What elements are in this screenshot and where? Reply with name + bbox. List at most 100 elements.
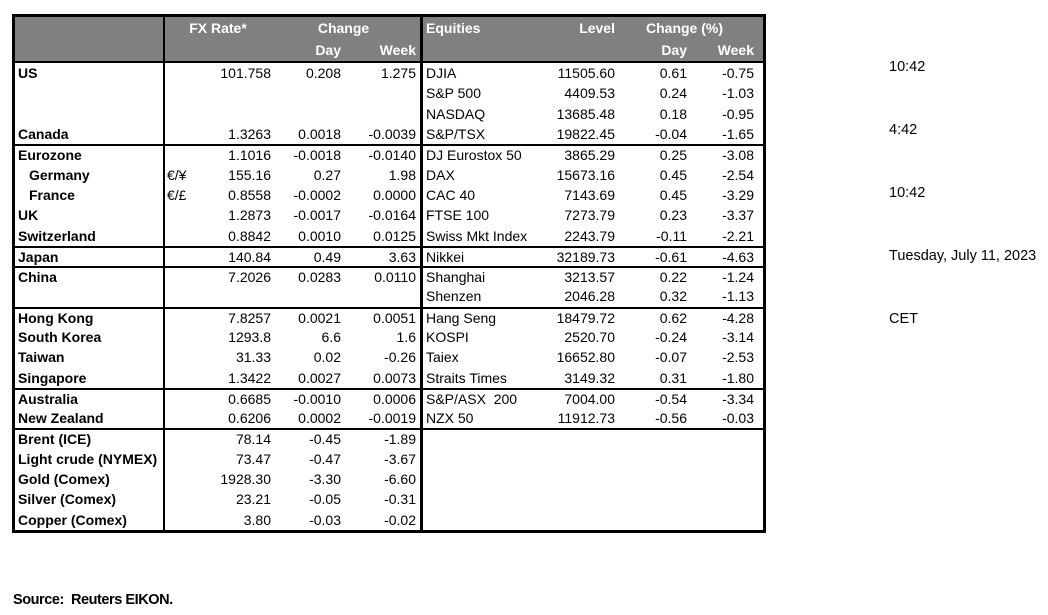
fx-pair-cell <box>165 104 197 124</box>
fx-pair-cell <box>165 510 197 530</box>
eq-day-cell <box>615 430 687 448</box>
fx-week-cell: 0.0125 <box>341 225 423 246</box>
fx-week-cell: -0.26 <box>341 347 423 368</box>
table-row: South Korea 1293.8 6.6 1.6 KOSPI 2520.70 -0.24… <box>15 326 763 348</box>
eq-day-cell: 0.62 <box>659 309 687 326</box>
eq-week-cell: -3.37 <box>722 207 754 224</box>
fx-week-cell <box>341 83 423 104</box>
eq-day-cell: 0.31 <box>659 369 687 386</box>
table-row: Australia 0.6685 -0.0010 0.0006 S&P/ASX 200 7… <box>15 387 763 409</box>
fx-week-cell: -0.0019 <box>341 408 423 429</box>
eq-week-cell: -3.14 <box>722 329 754 345</box>
fx-name-cell: Gold (Comex) <box>15 468 165 490</box>
eq-day-cell: -0.56 <box>655 410 687 427</box>
eq-week-cell: -3.08 <box>722 147 754 164</box>
fx-name-cell <box>15 103 165 124</box>
fx-name-cell: Canada <box>15 123 165 145</box>
table-row: Hong Kong 7.8257 0.0021 0.0051 Hang Seng 1847… <box>15 306 763 327</box>
table-row: Germany €/¥ 155.16 0.27 1.98 DAX 15673.16 0.45 -… <box>15 164 763 185</box>
eq-week-cell <box>687 469 758 489</box>
eq-level-cell: 11505.60 <box>557 65 615 82</box>
fx-name-cell: Light crude (NYMEX) <box>15 448 165 469</box>
eq-level-cell: 3865.29 <box>564 147 615 164</box>
fx-week-cell: -1.89 <box>341 430 423 449</box>
fx-week-cell: 1.6 <box>341 326 423 348</box>
table-row: UK 1.2873 -0.0017 -0.0164 FTSE 100 7273.79 0.2… <box>15 205 763 226</box>
fx-name-cell: Taiwan <box>15 347 165 368</box>
eq-level-cell: 13685.48 <box>556 105 615 122</box>
fx-day-cell: 0.0002 <box>298 410 341 427</box>
eq-day-cell: 0.23 <box>659 207 687 224</box>
table-row: Silver (Comex) 23.21 -0.05 -0.31 <box>15 489 763 510</box>
table-row: New Zealand 0.6206 0.0002 -0.0019 NZX 50 1191… <box>15 408 763 429</box>
fx-name-cell: New Zealand <box>15 408 165 429</box>
eq-name-cell: DJIA <box>426 65 457 82</box>
table-row: Brent (ICE) 78.14 -0.45 -1.89 <box>15 428 763 449</box>
eq-level-cell <box>535 510 615 530</box>
footnotes: Source: Reuters EIKON. * FX Rate for USD… <box>13 548 706 615</box>
time-tertiary: 10:42 <box>889 185 926 201</box>
eq-name-cell <box>423 469 535 489</box>
fx-day-cell: 0.0027 <box>298 369 341 386</box>
fx-rate-cell: 7.8257 <box>228 309 271 326</box>
fx-day-cell: 0.208 <box>305 65 341 82</box>
fx-day-cell: 0.0283 <box>298 269 341 286</box>
fx-name-cell: US <box>15 63 165 84</box>
eq-day-cell <box>615 469 687 489</box>
eq-level-cell: 4409.53 <box>564 85 615 102</box>
fx-rate-cell <box>197 104 271 124</box>
fx-week-cell: -6.60 <box>341 468 423 490</box>
fx-week-cell: 3.63 <box>341 247 423 266</box>
fx-rate-cell: 1.2873 <box>228 207 271 224</box>
fx-pair-cell <box>165 390 197 408</box>
eq-week-cell: -0.75 <box>722 65 754 82</box>
eq-name-cell: DAX <box>426 166 455 183</box>
fx-pair-cell <box>165 469 197 489</box>
eq-week-cell: -1.24 <box>722 269 754 286</box>
fx-rate-cell: 140.84 <box>228 248 271 265</box>
table-row: Shenzen 2046.28 0.32 -1.13 <box>15 286 763 307</box>
fx-name-cell: Hong Kong <box>15 308 165 327</box>
eq-day-cell: 0.25 <box>659 147 687 164</box>
fx-name-cell <box>15 286 165 307</box>
eq-level-cell: 2520.70 <box>564 329 615 345</box>
eq-level-cell: 2243.79 <box>564 227 615 244</box>
fx-name-cell: Switzerland <box>15 225 165 246</box>
fx-day-cell: -0.0017 <box>293 207 341 224</box>
fx-day-cell: -0.45 <box>309 431 341 448</box>
fx-week-cell: 1.98 <box>341 164 423 185</box>
time-secondary: 4:42 <box>889 122 918 138</box>
fx-rate-cell: 155.16 <box>228 166 271 183</box>
eq-name-cell: S&P 500 <box>426 85 482 102</box>
eq-week-cell: -0.95 <box>722 105 754 122</box>
eq-day-cell: 0.24 <box>659 85 687 102</box>
fx-pair-cell <box>165 367 197 387</box>
fx-week-header: Week <box>341 39 423 61</box>
fx-change-header: Change <box>271 17 423 39</box>
fx-pair-cell <box>165 83 197 103</box>
eq-name-cell: Shanghai <box>426 269 486 286</box>
eq-day-cell: -0.24 <box>655 329 687 345</box>
fx-rate-cell: 1928.30 <box>220 471 271 488</box>
header-name-spacer <box>15 17 165 39</box>
eq-week-cell: -3.29 <box>722 186 754 203</box>
header-rate-spacer <box>165 39 271 61</box>
fx-week-cell: -0.0140 <box>341 146 423 165</box>
header-row-1: FX Rate* Change Equities Level Change (%… <box>15 17 763 39</box>
eq-name-cell <box>423 449 535 469</box>
fx-rate-cell: 31.33 <box>235 349 271 366</box>
fx-day-cell: 0.02 <box>313 349 341 366</box>
eq-level-cell <box>535 449 615 469</box>
fx-week-cell: 0.0110 <box>341 267 423 287</box>
eq-day-cell: 0.18 <box>659 105 687 122</box>
eq-week-cell: -4.28 <box>722 309 754 326</box>
eq-name-cell: KOSPI <box>426 329 469 345</box>
fx-rate-cell <box>197 83 271 103</box>
fx-pair-cell <box>165 449 197 469</box>
fx-pair-cell <box>165 286 197 306</box>
eq-name-cell: S&P/ASX 200 <box>426 390 518 407</box>
fx-pair-cell: €/¥ <box>167 166 187 183</box>
fx-day-cell: 6.6 <box>321 329 341 345</box>
source-note: Source: Reuters EIKON. <box>13 591 173 608</box>
fx-week-cell: 1.275 <box>341 63 423 84</box>
